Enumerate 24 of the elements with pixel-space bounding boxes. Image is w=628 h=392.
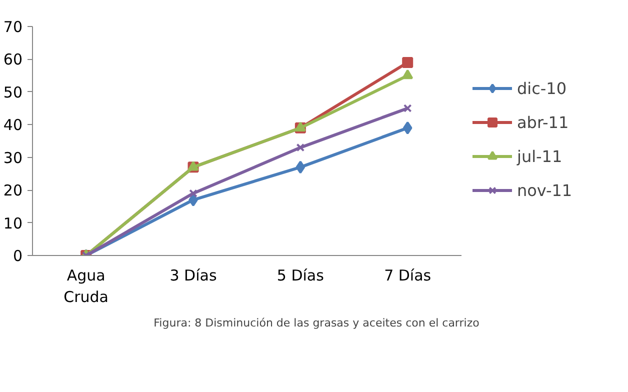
legend-label: nov-11 <box>517 180 574 200</box>
x-tick-label: 3 Días <box>170 266 217 284</box>
y-tick-label: 40 <box>3 116 23 134</box>
point <box>189 189 198 198</box>
point <box>402 121 412 134</box>
text: Figura: 8 Disminución de las grasas y aceites con el carrizo <box>154 316 480 330</box>
y-tick-label: 0 <box>12 247 23 265</box>
y-tick-label: 30 <box>3 148 23 167</box>
y-tick-label: 20 <box>3 182 23 200</box>
y-tick-label: 50 <box>3 83 23 102</box>
x-tick-label: Agua Cruda <box>64 266 109 306</box>
point <box>188 193 198 206</box>
point <box>296 143 305 152</box>
point <box>402 56 414 68</box>
point <box>296 160 306 174</box>
x-tick-label: 5 Días <box>276 266 324 284</box>
legend-label: jul-11 <box>517 146 564 166</box>
point <box>403 104 412 112</box>
y-tick-label: 60 <box>3 50 23 69</box>
legend-label: abr-11 <box>517 112 570 132</box>
x-tick-label: 7 Días <box>384 266 432 284</box>
y-tick-label: 10 <box>3 214 23 232</box>
legend-label: dic-10 <box>517 78 568 98</box>
y-tick-label: 70 <box>3 18 23 36</box>
